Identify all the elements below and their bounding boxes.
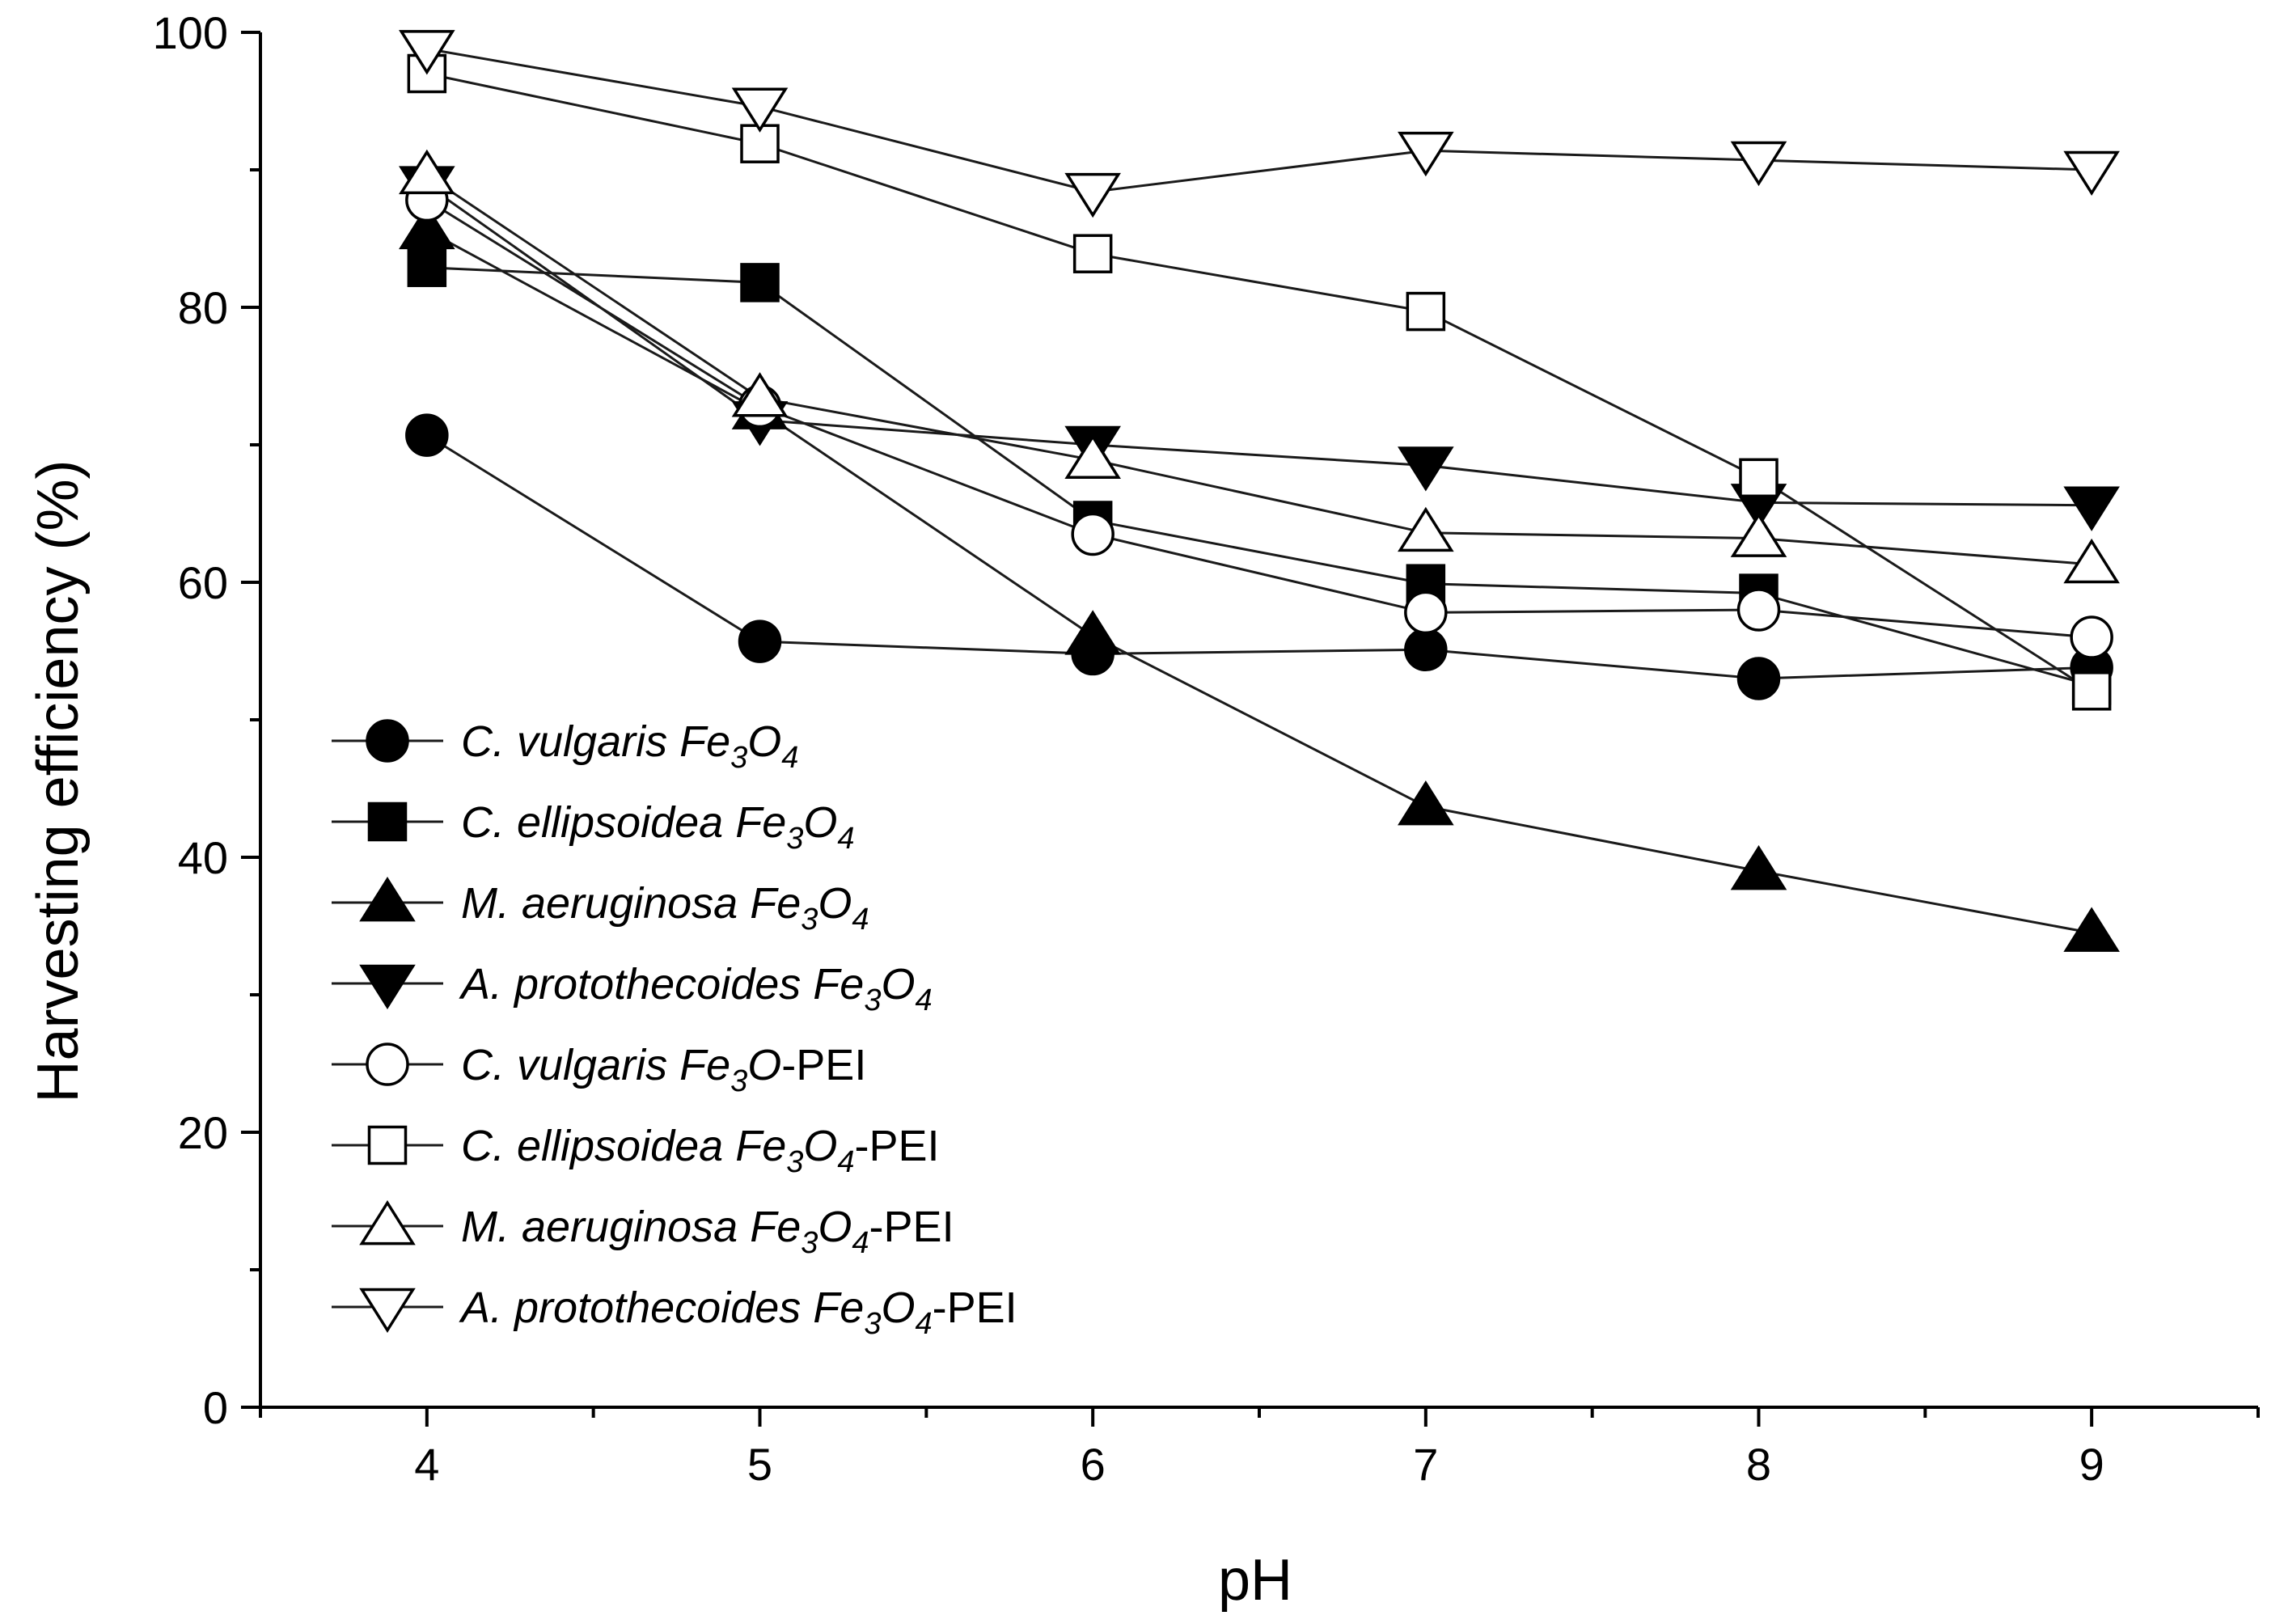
y-axis-title: Harvesting efficiency (%) [26, 460, 91, 1103]
data-point [1739, 458, 1779, 498]
legend-item: A. protothecoides Fe3O4-PEI [332, 1284, 1017, 1341]
data-point [1064, 172, 1121, 218]
data-point [1064, 610, 1121, 655]
data-point [738, 620, 782, 663]
data-point [2063, 538, 2120, 584]
legend-item: M. aeruginosa Fe3O4-PEI [332, 1199, 954, 1260]
data-point [405, 413, 449, 457]
axes: 0 20 40 60 80 100 4 5 6 7 8 9 [153, 7, 2260, 1490]
legend-label: A. protothecoides Fe3O4 [459, 960, 933, 1017]
x-tick-label: 8 [1746, 1439, 1771, 1490]
series-line-7 [426, 47, 2092, 193]
series-line-3 [425, 184, 2092, 507]
legend-species: C. ellipsoidea [461, 798, 735, 847]
legend-item: C. vulgaris Fe3O4 [332, 717, 798, 775]
data-point [1398, 780, 1454, 826]
y-tick-label: 40 [178, 832, 228, 883]
data-point [2063, 486, 2120, 531]
series-lines [425, 47, 2092, 934]
data-point [399, 30, 455, 75]
x-tick-label: 4 [414, 1439, 439, 1490]
data-point [731, 372, 789, 417]
data-point [1072, 234, 1113, 273]
legend-label: C. ellipsoidea Fe3O4 [461, 798, 855, 856]
legend-species: C. vulgaris [461, 717, 679, 766]
legend-marker [359, 1199, 416, 1245]
data-point [2071, 671, 2112, 711]
data-point [1404, 628, 1448, 672]
y-tick-label: 60 [178, 557, 228, 608]
legend-item: M. aeruginosa Fe3O4 [332, 876, 869, 937]
series-markers [399, 30, 2120, 952]
legend-species: M. aeruginosa [461, 879, 750, 928]
legend-item: C. vulgaris Fe3O-PEI [332, 1041, 866, 1098]
y-tick-label: 0 [203, 1382, 228, 1433]
legend-marker [359, 1288, 416, 1334]
legend: C. vulgaris Fe3O4 C. ellipsoidea Fe3O4 M. … [332, 717, 1017, 1341]
series-line-0 [426, 433, 2092, 680]
x-tick-label: 7 [1413, 1439, 1438, 1490]
data-point [1406, 291, 1446, 332]
legend-label: C. vulgaris Fe3O4 [461, 717, 798, 775]
legend-marker [367, 801, 408, 842]
data-point [1398, 131, 1454, 177]
data-point [1730, 141, 1787, 187]
data-point [407, 247, 447, 287]
legend-item: C. ellipsoidea Fe3O4 [332, 798, 855, 856]
data-point [1404, 590, 1448, 635]
legend-label: M. aeruginosa Fe3O4-PEI [461, 1203, 954, 1260]
legend-label: A. protothecoides Fe3O4-PEI [459, 1284, 1017, 1341]
y-tick-label: 80 [178, 282, 228, 333]
x-tick-label: 5 [747, 1439, 772, 1490]
legend-label: M. aeruginosa Fe3O4 [461, 879, 869, 937]
series-line-4 [426, 199, 2092, 639]
legend-species: C. ellipsoidea [461, 1122, 735, 1170]
data-point [1730, 844, 1787, 890]
data-point [399, 149, 455, 195]
data-point [740, 263, 780, 302]
series-line-6 [425, 174, 2092, 566]
legend-species: A. protothecoides [459, 1284, 813, 1332]
data-point [2063, 907, 2120, 952]
y-tick-label: 100 [153, 7, 228, 58]
legend-label: C. ellipsoidea Fe3O4-PEI [461, 1122, 940, 1179]
data-point [731, 87, 789, 133]
data-point [2070, 615, 2113, 659]
series-line-1 [426, 266, 2092, 687]
legend-item: C. ellipsoidea Fe3O4-PEI [332, 1122, 940, 1179]
data-point [399, 204, 455, 250]
x-tick-label: 9 [2079, 1439, 2104, 1490]
x-axis-title: pH [1218, 1548, 1292, 1613]
legend-species: M. aeruginosa [461, 1203, 750, 1251]
data-point [1736, 588, 1781, 632]
legend-marker [367, 1125, 408, 1165]
legend-item: A. protothecoides Fe3O4 [332, 960, 933, 1017]
x-tick-label: 6 [1081, 1439, 1106, 1490]
data-point [2063, 150, 2120, 197]
data-point [1064, 433, 1121, 480]
data-point [1398, 506, 1454, 552]
legend-label: C. vulgaris Fe3O-PEI [461, 1041, 866, 1098]
legend-marker [359, 964, 416, 1010]
legend-species: C. vulgaris [461, 1041, 679, 1089]
data-point [1736, 657, 1781, 700]
legend-marker [366, 1042, 409, 1086]
legend-species: A. protothecoides [459, 960, 813, 1009]
legend-marker [366, 719, 409, 763]
data-point [1398, 446, 1454, 492]
legend-marker [359, 876, 416, 922]
y-tick-label: 20 [178, 1107, 228, 1158]
series-line-5 [426, 72, 2092, 692]
data-point [1730, 512, 1787, 557]
data-point [1071, 512, 1115, 556]
